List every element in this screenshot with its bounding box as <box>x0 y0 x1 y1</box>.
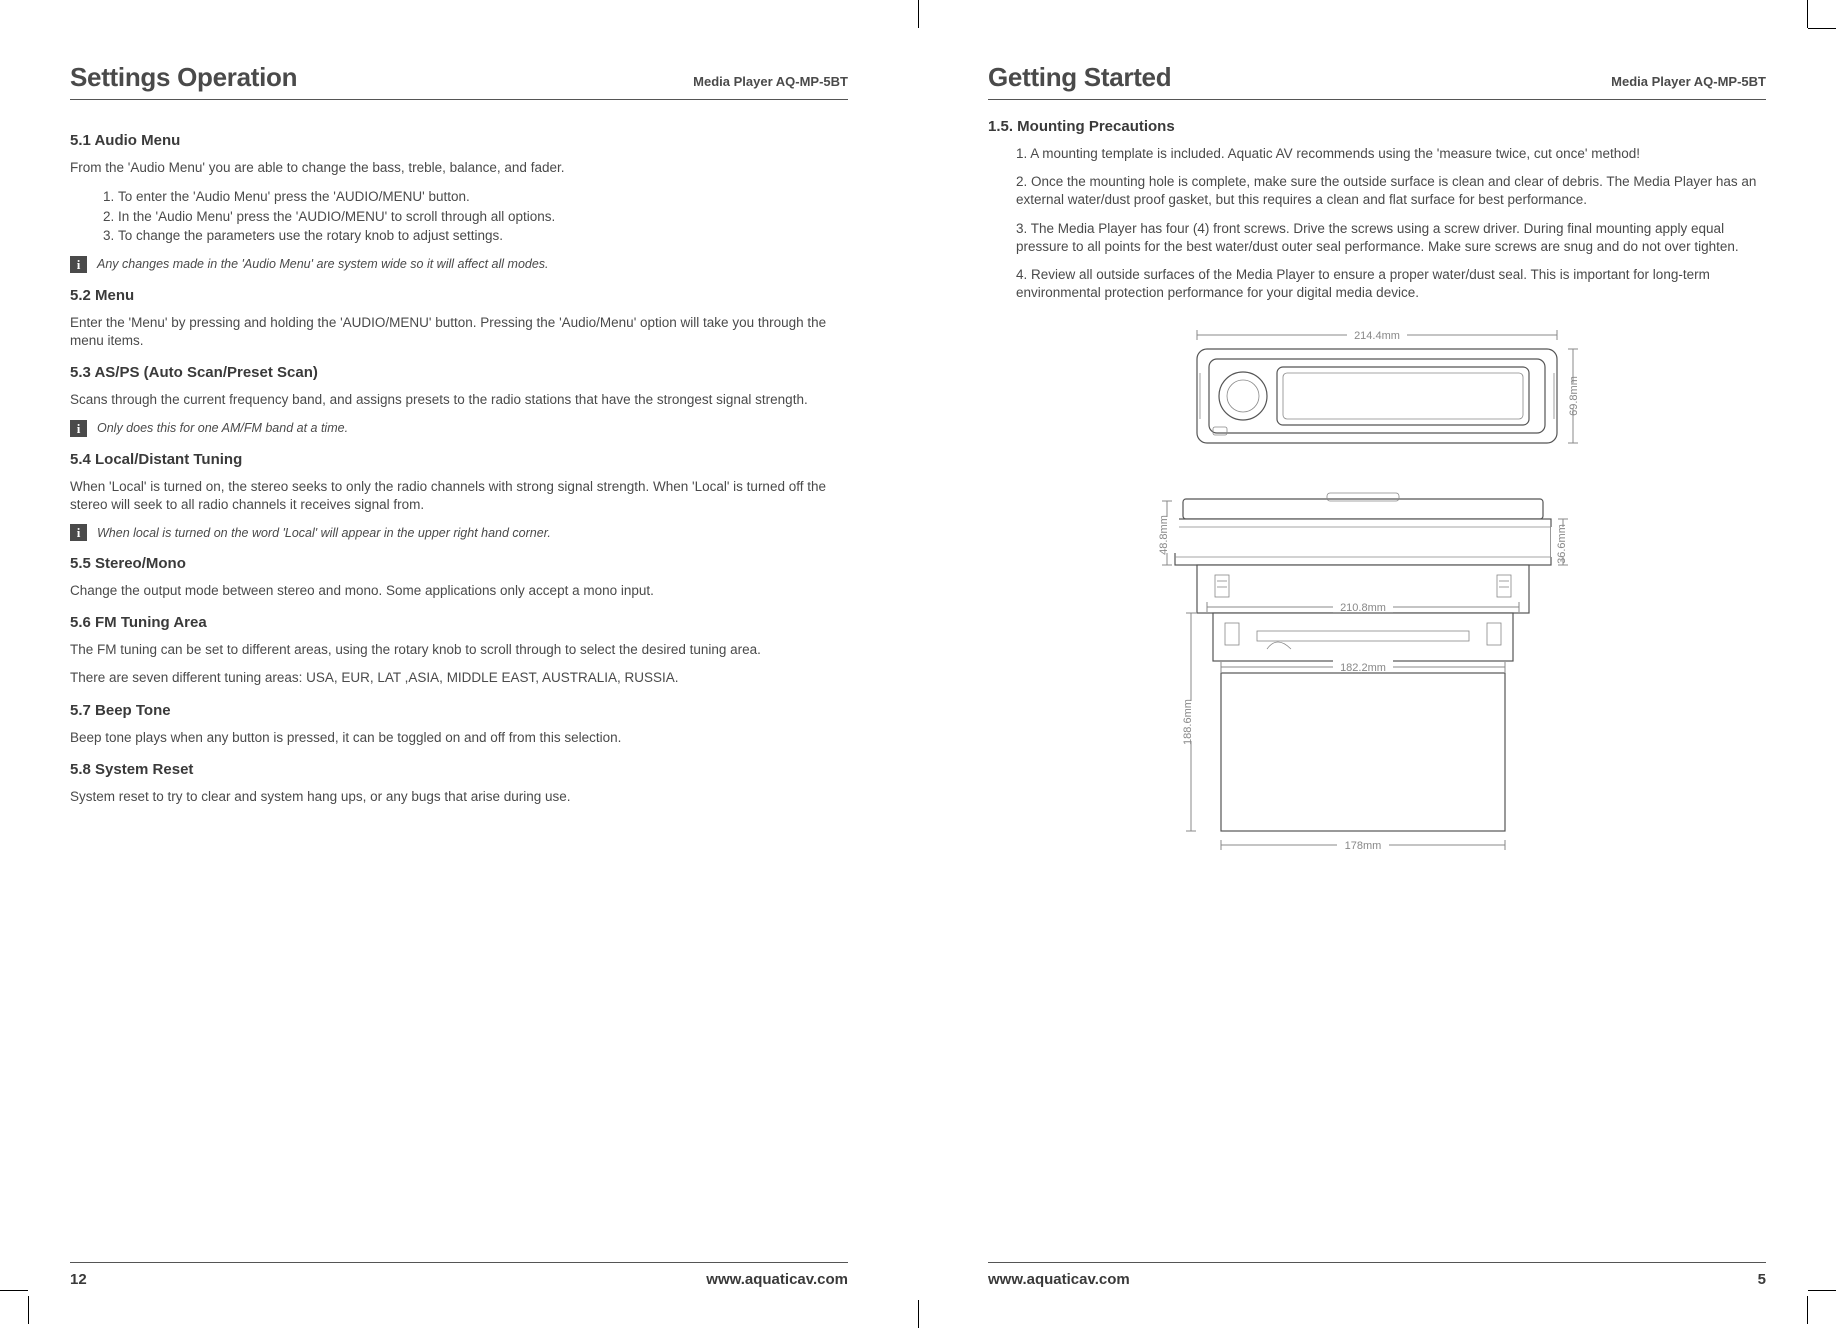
right-page-number: 5 <box>1758 1271 1766 1288</box>
left-page-number: 12 <box>70 1271 87 1288</box>
left-header: Settings Operation Media Player AQ-MP-5B… <box>70 62 848 100</box>
left-footer: 12 www.aquaticav.com <box>70 1262 848 1288</box>
section-5-6-body2: There are seven different tuning areas: … <box>70 669 848 687</box>
info-icon: i <box>70 420 87 437</box>
section-5-1-intro: From the 'Audio Menu' you are able to ch… <box>70 159 848 177</box>
list-item: To change the parameters use the rotary … <box>118 226 848 246</box>
section-5-5-body: Change the output mode between stereo an… <box>70 582 848 600</box>
section-5-4-body: When 'Local' is turned on, the stereo se… <box>70 478 848 514</box>
info-row-5-4: i When local is turned on the word 'Loca… <box>70 524 848 541</box>
right-footer: www.aquaticav.com 5 <box>988 1262 1766 1288</box>
section-5-6-body1: The FM tuning can be set to different ar… <box>70 641 848 659</box>
left-model: Media Player AQ-MP-5BT <box>693 74 848 89</box>
right-page: Getting Started Media Player AQ-MP-5BT 1… <box>918 0 1836 1328</box>
section-5-4-heading: 5.4 Local/Distant Tuning <box>70 451 848 468</box>
front-view-diagram: 214.4mm <box>1137 323 1617 463</box>
list-item: In the 'Audio Menu' press the 'AUDIO/MEN… <box>118 207 848 227</box>
section-1-5-heading: 1.5. Mounting Precautions <box>988 118 1766 135</box>
dim-total-h: 188.6mm <box>1182 699 1194 745</box>
left-page: Settings Operation Media Player AQ-MP-5B… <box>0 0 918 1328</box>
right-url: www.aquaticav.com <box>988 1271 1130 1288</box>
info-icon: i <box>70 524 87 541</box>
dim-front-width: 214.4mm <box>1354 330 1400 342</box>
dimension-diagrams: 214.4mm <box>988 323 1766 871</box>
info-row-5-3: i Only does this for one AM/FM band at a… <box>70 420 848 437</box>
dim-front-height: 69.8mm <box>1568 376 1580 416</box>
list-item: To enter the 'Audio Menu' press the 'AUD… <box>118 187 848 207</box>
dim-face-h: 48.8mm <box>1158 515 1170 555</box>
section-5-5-heading: 5.5 Stereo/Mono <box>70 555 848 572</box>
left-title: Settings Operation <box>70 62 297 93</box>
section-1-5-p3: 3. The Media Player has four (4) front s… <box>1016 220 1766 256</box>
right-header: Getting Started Media Player AQ-MP-5BT <box>988 62 1766 100</box>
info-text: Any changes made in the 'Audio Menu' are… <box>97 257 549 271</box>
dim-inner-w1: 210.8mm <box>1340 602 1386 614</box>
top-view-diagram: 210.8mm 182.2mm <box>1107 491 1647 871</box>
section-1-5-p4: 4. Review all outside surfaces of the Me… <box>1016 266 1766 302</box>
section-5-3-body: Scans through the current frequency band… <box>70 391 848 409</box>
section-5-1-heading: 5.1 Audio Menu <box>70 132 848 149</box>
dim-body-d1: 36.6mm <box>1556 524 1568 564</box>
section-5-2-heading: 5.2 Menu <box>70 287 848 304</box>
section-5-8-body: System reset to try to clear and system … <box>70 788 848 806</box>
section-1-5-p2: 2. Once the mounting hole is complete, m… <box>1016 173 1766 209</box>
left-url: www.aquaticav.com <box>706 1271 848 1288</box>
right-title: Getting Started <box>988 62 1171 93</box>
info-text: Only does this for one AM/FM band at a t… <box>97 421 348 435</box>
info-icon: i <box>70 256 87 273</box>
section-5-3-heading: 5.3 AS/PS (Auto Scan/Preset Scan) <box>70 364 848 381</box>
dim-base-w: 178mm <box>1345 840 1382 852</box>
section-5-7-body: Beep tone plays when any button is press… <box>70 729 848 747</box>
section-5-2-body: Enter the 'Menu' by pressing and holding… <box>70 314 848 350</box>
dim-inner-w2: 182.2mm <box>1340 662 1386 674</box>
section-5-7-heading: 5.7 Beep Tone <box>70 702 848 719</box>
section-5-1-list: To enter the 'Audio Menu' press the 'AUD… <box>118 187 848 246</box>
section-5-8-heading: 5.8 System Reset <box>70 761 848 778</box>
right-model: Media Player AQ-MP-5BT <box>1611 74 1766 89</box>
info-text: When local is turned on the word 'Local'… <box>97 526 551 540</box>
info-row-5-1: i Any changes made in the 'Audio Menu' a… <box>70 256 848 273</box>
section-5-6-heading: 5.6 FM Tuning Area <box>70 614 848 631</box>
section-1-5-p1: 1. A mounting template is included. Aqua… <box>1016 145 1766 163</box>
